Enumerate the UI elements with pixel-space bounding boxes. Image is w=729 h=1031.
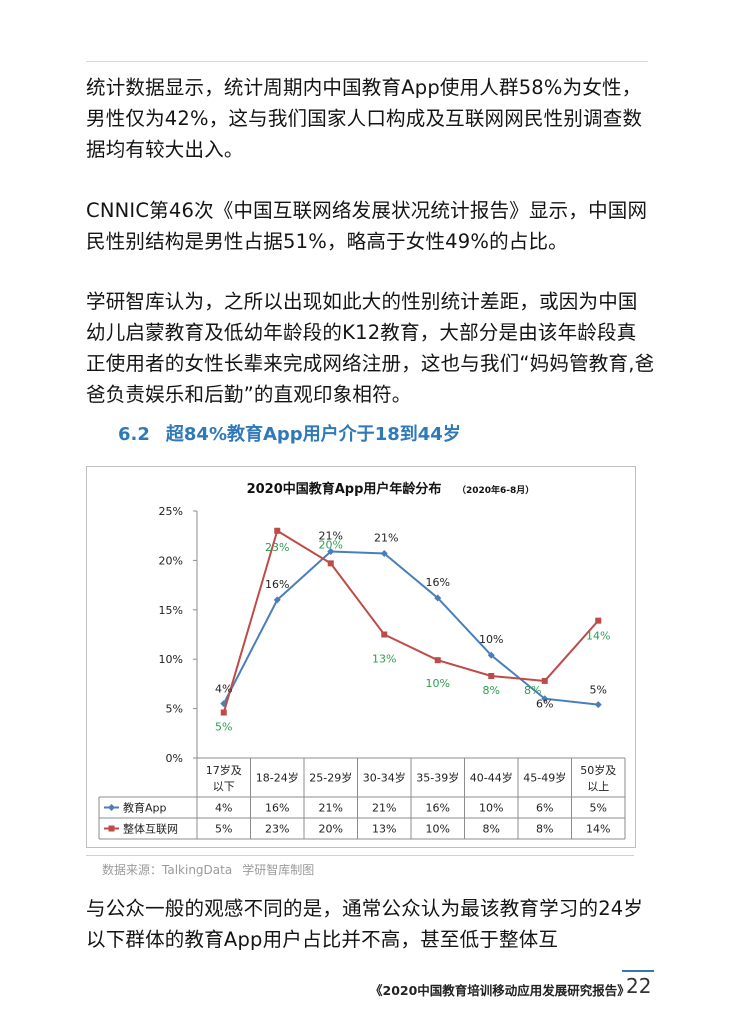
table-value: 8%	[483, 823, 500, 836]
legend-series-name: 整体互联网	[123, 822, 178, 836]
data-point-square	[541, 677, 548, 684]
chart-svg: 2020中国教育App用户年龄分布 （2020年6-8月） 0% 5% 10% 15% 20…	[98, 481, 626, 840]
paragraph-gender-stats: 统计数据显示，统计周期内中国教育App使用人群58%为女性，男性仅为42%，这与…	[86, 76, 643, 161]
age-distribution-chart: 2020中国教育App用户年龄分布 （2020年6-8月） 0% 5% 10% 15% 20…	[86, 466, 636, 848]
y-tick-label: 25%	[159, 505, 183, 518]
table-value: 6%	[536, 802, 553, 815]
section-heading: 6.2 超84%教育App用户介于18到44岁	[118, 420, 461, 446]
section-number: 6.2	[118, 424, 150, 445]
data-label: 8%	[524, 684, 541, 697]
data-point-diamond	[594, 701, 602, 709]
data-label: 14%	[586, 630, 610, 643]
top-divider	[86, 61, 648, 62]
x-category-label: 以上	[587, 780, 609, 793]
data-point-diamond	[220, 700, 228, 708]
data-label: 21%	[319, 530, 343, 543]
data-point-diamond	[380, 549, 388, 557]
data-label: 13%	[372, 653, 396, 666]
data-point-square	[381, 631, 388, 638]
heading-part: 84%	[183, 424, 227, 445]
table-value: 8%	[536, 823, 553, 836]
table-value: 10%	[479, 802, 503, 815]
x-category-label: 45-49岁	[523, 771, 566, 785]
x-category-label: 25-29岁	[309, 771, 352, 785]
heading-part: 教育App	[226, 424, 303, 445]
table-value: 4%	[215, 802, 232, 815]
footer-accent-line	[622, 970, 654, 972]
y-tick-label: 15%	[159, 604, 183, 617]
legend-series-name: 教育App	[123, 801, 167, 815]
heading-part: 18	[374, 424, 400, 445]
data-label: 16%	[265, 578, 289, 591]
x-category-label: 18-24岁	[256, 771, 299, 785]
heading-part: 用户介于	[302, 424, 375, 445]
y-tick-label: 20%	[159, 554, 183, 567]
data-label: 21%	[374, 531, 398, 544]
table-value: 10%	[426, 823, 450, 836]
table-value: 21%	[372, 802, 396, 815]
table-value: 23%	[265, 823, 289, 836]
data-point-square	[488, 672, 495, 679]
table-value: 16%	[265, 802, 289, 815]
data-point-square	[274, 527, 281, 534]
data-point-square	[220, 709, 227, 716]
data-point-square	[434, 657, 441, 664]
page-number: 22	[626, 974, 652, 998]
chart-subtitle: （2020年6-8月）	[457, 484, 534, 496]
data-label: 5%	[215, 721, 232, 734]
data-label: 10%	[426, 677, 450, 690]
x-category-label: 30-34岁	[363, 771, 406, 785]
data-point-diamond	[541, 695, 549, 703]
table-value: 21%	[319, 802, 343, 815]
table-value: 5%	[590, 802, 607, 815]
y-tick-label: 10%	[159, 653, 183, 666]
paragraph-analysis: 学研智库认为，之所以出现如此大的性别统计差距，或因为中国幼儿启蒙教育及低幼年龄段…	[86, 290, 655, 406]
chart-title: 2020中国教育App用户年龄分布	[247, 481, 442, 497]
legend-marker-diamond	[108, 804, 115, 811]
paragraph-closing: 与公众一般的观感不同的是，通常公众认为最该教育学习的24岁以下群体的教育App用…	[86, 897, 644, 951]
x-category-label: 以下	[213, 780, 235, 793]
table-value: 14%	[586, 823, 610, 836]
data-point-diamond	[434, 594, 442, 602]
chart-source: 数据来源：TalkingData 学研智库制图	[102, 861, 314, 878]
series-line-internet	[222, 529, 599, 713]
data-point-square	[327, 560, 334, 567]
table-value: 5%	[215, 823, 232, 836]
x-category-label: 40-44岁	[470, 771, 513, 785]
data-label: 8%	[483, 684, 500, 697]
legend-marker-square	[108, 825, 115, 832]
data-point-diamond	[327, 548, 335, 556]
footer-report-title: 《2020中国教育培训移动应用发展研究报告》	[370, 983, 630, 998]
data-label: 10%	[479, 633, 503, 646]
heading-part: 岁	[442, 424, 461, 445]
table-value: 13%	[372, 823, 396, 836]
y-tick-label: 5%	[166, 703, 183, 716]
heading-part: 超	[165, 424, 184, 445]
source-credit: 学研智库制图	[242, 863, 315, 877]
source-divider	[86, 855, 634, 856]
data-label: 23%	[265, 541, 289, 554]
x-category-label: 50岁及	[580, 763, 616, 777]
paragraph-cnnic: CNNIC第46次《中国互联网络发展状况统计报告》显示，中国网民性别结构是男性占…	[86, 199, 648, 253]
data-point-diamond	[487, 651, 495, 659]
table-value: 20%	[319, 823, 343, 836]
data-label: 16%	[426, 576, 450, 589]
data-point-square	[595, 617, 602, 624]
x-category-label: 17岁及	[206, 763, 242, 777]
data-point-diamond	[273, 596, 281, 604]
table-value: 16%	[426, 802, 450, 815]
source-label: 数据来源：TalkingData	[102, 863, 233, 877]
y-tick-label: 0%	[166, 752, 183, 765]
data-label: 4%	[215, 683, 232, 696]
data-label: 5%	[590, 684, 607, 697]
heading-part: 到	[399, 424, 418, 445]
series-line-edu-app	[222, 550, 599, 706]
data-label: 20%	[319, 538, 343, 551]
x-category-label: 35-39岁	[416, 771, 459, 785]
heading-part: 44	[417, 424, 443, 445]
data-label: 6%	[536, 698, 553, 711]
